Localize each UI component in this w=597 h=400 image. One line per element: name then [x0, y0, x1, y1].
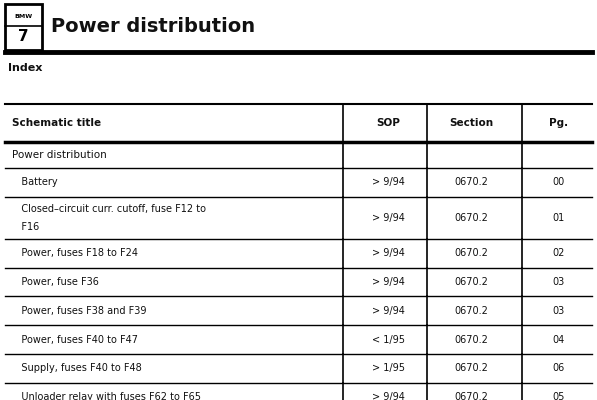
Text: Schematic title: Schematic title — [12, 118, 101, 128]
Text: 04: 04 — [552, 334, 564, 344]
Text: < 1/95: < 1/95 — [371, 334, 405, 344]
FancyBboxPatch shape — [5, 4, 42, 50]
Text: Unloader relay with fuses F62 to F65: Unloader relay with fuses F62 to F65 — [12, 392, 201, 400]
Text: > 9/94: > 9/94 — [371, 392, 405, 400]
Text: 06: 06 — [552, 363, 564, 373]
Text: F16: F16 — [12, 222, 39, 232]
Text: Section: Section — [450, 118, 494, 128]
Text: Index: Index — [8, 63, 42, 73]
Text: 05: 05 — [552, 392, 564, 400]
Text: 0670.2: 0670.2 — [455, 177, 488, 187]
Text: 00: 00 — [552, 177, 564, 187]
Text: > 9/94: > 9/94 — [371, 248, 405, 258]
Text: Pg.: Pg. — [549, 118, 568, 128]
Text: > 9/94: > 9/94 — [371, 213, 405, 223]
Text: 0670.2: 0670.2 — [455, 213, 488, 223]
Text: 0670.2: 0670.2 — [455, 248, 488, 258]
Text: > 1/95: > 1/95 — [371, 363, 405, 373]
Text: 0670.2: 0670.2 — [455, 392, 488, 400]
Text: > 9/94: > 9/94 — [371, 177, 405, 187]
Text: 7: 7 — [18, 29, 29, 44]
Text: BMW: BMW — [14, 14, 32, 19]
Text: Power, fuses F18 to F24: Power, fuses F18 to F24 — [12, 248, 138, 258]
Text: 0670.2: 0670.2 — [455, 306, 488, 316]
Text: Supply, fuses F40 to F48: Supply, fuses F40 to F48 — [12, 363, 141, 373]
Text: Closed–circuit curr. cutoff, fuse F12 to: Closed–circuit curr. cutoff, fuse F12 to — [12, 204, 206, 214]
Text: Battery: Battery — [12, 177, 57, 187]
Text: > 9/94: > 9/94 — [371, 277, 405, 287]
Text: 0670.2: 0670.2 — [455, 334, 488, 344]
Text: 0670.2: 0670.2 — [455, 363, 488, 373]
Text: 0670.2: 0670.2 — [455, 277, 488, 287]
Text: 03: 03 — [552, 306, 564, 316]
Text: Power, fuse F36: Power, fuse F36 — [12, 277, 99, 287]
Text: Power, fuses F40 to F47: Power, fuses F40 to F47 — [12, 334, 138, 344]
Text: Power distribution: Power distribution — [51, 18, 255, 36]
Text: 01: 01 — [552, 213, 564, 223]
Text: Power, fuses F38 and F39: Power, fuses F38 and F39 — [12, 306, 146, 316]
Text: 02: 02 — [552, 248, 564, 258]
Text: 03: 03 — [552, 277, 564, 287]
Text: > 9/94: > 9/94 — [371, 306, 405, 316]
Text: Power distribution: Power distribution — [12, 150, 107, 160]
Text: SOP: SOP — [376, 118, 400, 128]
